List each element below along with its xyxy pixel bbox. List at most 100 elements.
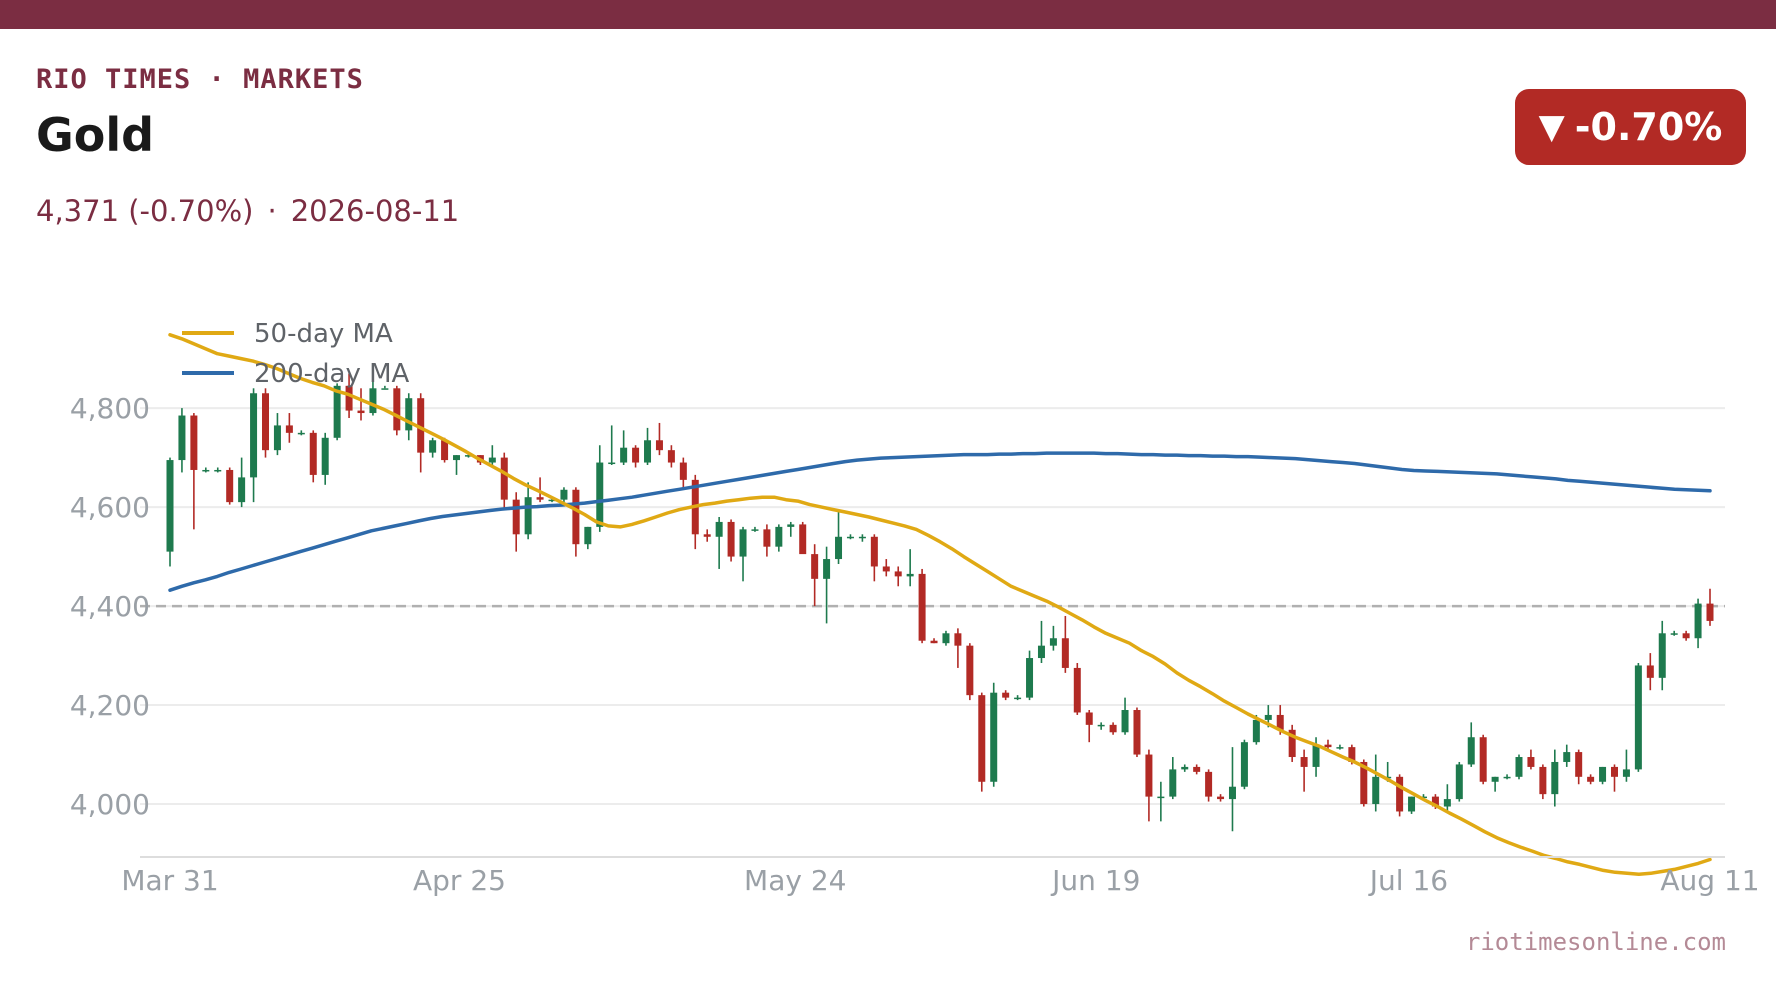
candle-body	[1002, 692, 1010, 698]
candle-body	[333, 385, 341, 438]
candle-body	[894, 571, 902, 577]
candle-body	[918, 573, 926, 641]
candle-body	[882, 566, 890, 572]
candle-body	[787, 524, 795, 527]
top-accent-bar	[0, 0, 1776, 29]
candle-body	[1575, 752, 1583, 777]
candle-body	[1288, 729, 1296, 758]
price-text: 4,371 (-0.70%)	[36, 194, 254, 228]
candle-body	[1599, 766, 1607, 782]
candle-body	[321, 437, 329, 475]
candle-body	[572, 489, 580, 545]
x-tick-label: May 24	[744, 864, 846, 897]
candle-body	[262, 393, 270, 451]
x-tick-label: Jun 19	[1050, 864, 1140, 897]
candle-body	[823, 559, 831, 579]
candle-body	[632, 447, 640, 463]
candle-body	[584, 526, 592, 545]
candle-body	[285, 425, 293, 433]
candle-body	[1312, 744, 1320, 767]
price-subtitle: 4,371 (-0.70%) · 2026-08-11	[36, 194, 459, 228]
candle-body	[1527, 757, 1535, 767]
candle-body	[488, 457, 496, 463]
candle-body	[1360, 761, 1368, 805]
legend-label-ma200: 200-day MA	[254, 359, 410, 389]
candle-body	[1455, 764, 1463, 800]
candle-body	[500, 457, 508, 500]
candle-body	[799, 524, 807, 555]
ma50-line	[168, 333, 1712, 877]
candle-body	[524, 497, 532, 535]
candle-body	[1109, 724, 1117, 733]
candle-body	[512, 499, 520, 535]
candle-body	[1145, 754, 1153, 797]
candle-body	[906, 573, 914, 577]
ma200-line	[168, 451, 1712, 592]
candle-body	[1181, 766, 1189, 770]
y-tick-label: 4,800	[70, 392, 150, 425]
candle-body	[273, 425, 281, 451]
candle-body	[1431, 796, 1439, 807]
candle-body	[1228, 786, 1236, 800]
candle-body	[1551, 761, 1559, 795]
x-tick-label: Mar 31	[121, 864, 218, 897]
candle-body	[1706, 603, 1714, 621]
candle-body	[1467, 737, 1475, 765]
candle-body	[1419, 796, 1427, 799]
candle-body	[751, 529, 759, 531]
legend: 50-day MA 200-day MA	[182, 319, 410, 389]
candle-body	[250, 393, 258, 478]
y-tick-label: 4,200	[70, 689, 150, 722]
candle-body	[1622, 769, 1630, 777]
candle-body	[679, 462, 687, 480]
candle-body	[1408, 796, 1416, 812]
candle-body	[1658, 633, 1666, 678]
candle-body	[393, 388, 401, 431]
candle-body	[1014, 697, 1022, 700]
candle-body	[715, 521, 723, 537]
candle-body	[429, 440, 437, 453]
candle-body	[1026, 658, 1034, 698]
candle-body	[1061, 638, 1069, 668]
candle-body	[1646, 665, 1654, 678]
y-tick-label: 4,400	[70, 590, 150, 623]
candle-body	[1336, 747, 1344, 749]
candle-body	[846, 536, 854, 539]
change-badge-value: -0.70%	[1574, 105, 1723, 149]
candle-body	[560, 489, 568, 500]
candle-body	[942, 633, 950, 644]
candle-body	[644, 440, 652, 463]
candle-body	[978, 695, 986, 782]
candle-body	[870, 536, 878, 567]
candle-body	[441, 440, 449, 461]
candle-body	[1097, 724, 1105, 727]
y-tick-label: 4,600	[70, 491, 150, 524]
candle-body	[1240, 742, 1248, 787]
source-label: riotimesonline.com	[1465, 928, 1726, 956]
candle-body	[1515, 757, 1523, 777]
candles	[166, 363, 1714, 832]
candle-body	[763, 529, 771, 547]
candle-body	[1300, 757, 1308, 767]
candle-body	[1670, 633, 1678, 635]
candle-body	[1049, 638, 1057, 646]
candle-body	[1563, 752, 1571, 762]
candle-body	[727, 521, 735, 557]
candle-body	[1324, 744, 1332, 748]
candle-body	[1372, 776, 1380, 805]
candle-body	[620, 447, 628, 463]
y-tick-label: 4,000	[70, 788, 150, 821]
candle-body	[417, 398, 425, 453]
legend-label-ma50: 50-day MA	[254, 319, 393, 349]
candle-body	[739, 529, 747, 557]
axes: 4,000 4,200 4,400 4,600 4,800 Mar 31 Apr 25 May…	[70, 392, 1760, 897]
change-badge: ▼ -0.70%	[1515, 89, 1746, 165]
candle-body	[835, 536, 843, 560]
x-tick-label: Apr 25	[413, 864, 506, 897]
candle-body	[166, 460, 174, 552]
candle-body	[655, 440, 663, 451]
candle-body	[464, 455, 472, 457]
candle-body	[954, 633, 962, 646]
candle-body	[357, 410, 365, 414]
